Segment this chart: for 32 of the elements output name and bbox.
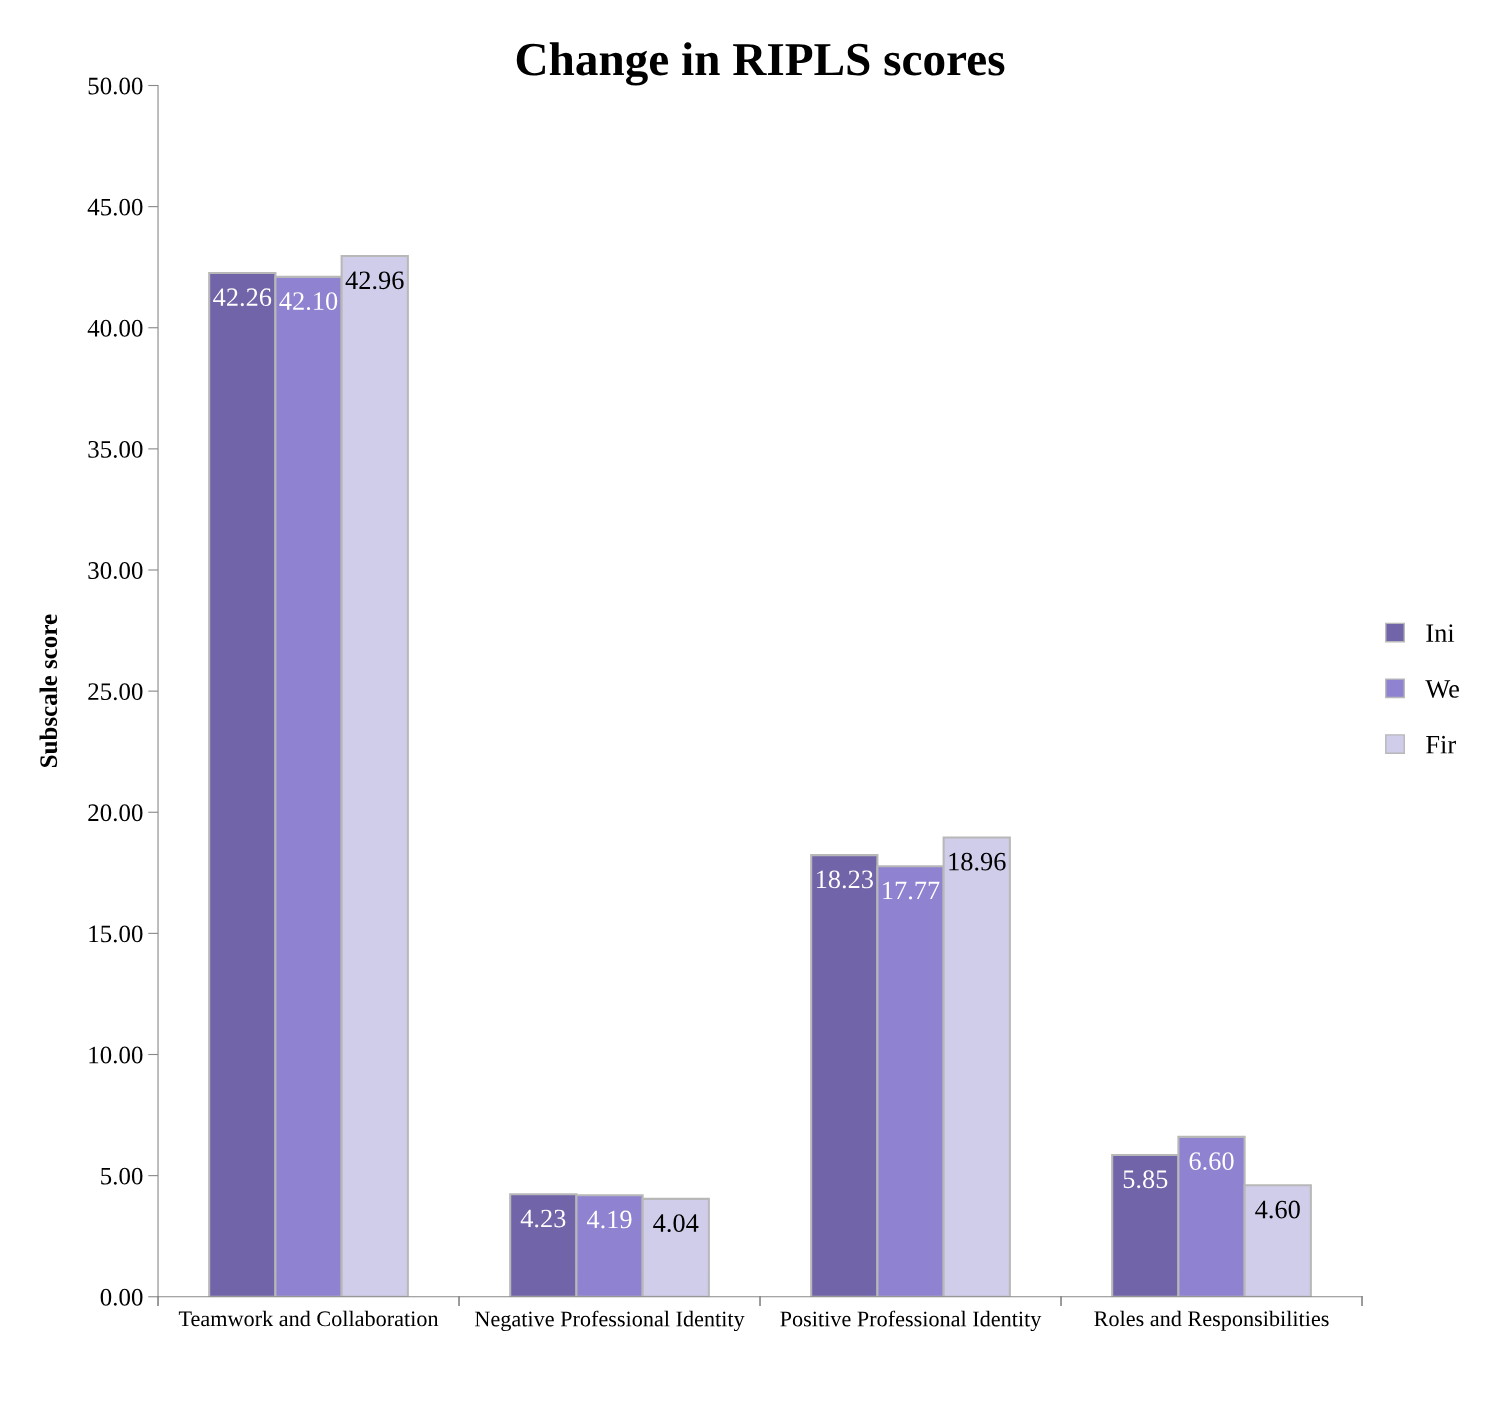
legend-label: Ini [1426,624,1455,642]
x-tick-label: Roles and Responsibilities [1094,1310,1329,1331]
y-tick-label: 0.00 [100,1288,143,1306]
legend-label: We [1425,680,1459,698]
y-tick-label: 10.00 [89,1046,143,1064]
y-tick-label: 15.00 [89,925,143,943]
data-label: 4.60 [1255,1200,1300,1219]
data-label: 17.77 [883,881,940,900]
y-tick-label: 5.00 [101,1167,143,1185]
data-label: 42.26 [213,288,272,307]
data-label: 18.23 [816,870,873,889]
y-tick-label: 45.00 [87,198,143,216]
x-tick-label: Negative Professional Identity [475,1310,745,1332]
x-tick-label: Teamwork and Collaboration [178,1310,439,1327]
data-label: 4.23 [520,1209,566,1228]
y-axis-title: Subscale score [39,614,58,767]
data-label: 5.85 [1123,1170,1168,1189]
y-tick-label: 25.00 [88,683,143,701]
y-tick-label: 50.00 [88,77,143,95]
y-tick-label: 20.00 [88,804,143,822]
x-tick-label: Positive Professional Identity [780,1310,1042,1332]
data-label: 4.04 [653,1214,699,1233]
data-label: 18.96 [949,852,1006,871]
data-label: 42.10 [279,292,338,311]
data-label: 4.19 [586,1210,632,1229]
y-tick-label: 40.00 [87,319,143,337]
legend-label: Fir [1426,735,1456,754]
y-tick-label: 35.00 [88,440,143,458]
data-label: 42.96 [345,271,404,290]
data-label: 6.60 [1189,1152,1234,1171]
y-tick-label: 30.00 [88,562,143,580]
chart-title: Change in RIPLS scores [516,42,1005,86]
